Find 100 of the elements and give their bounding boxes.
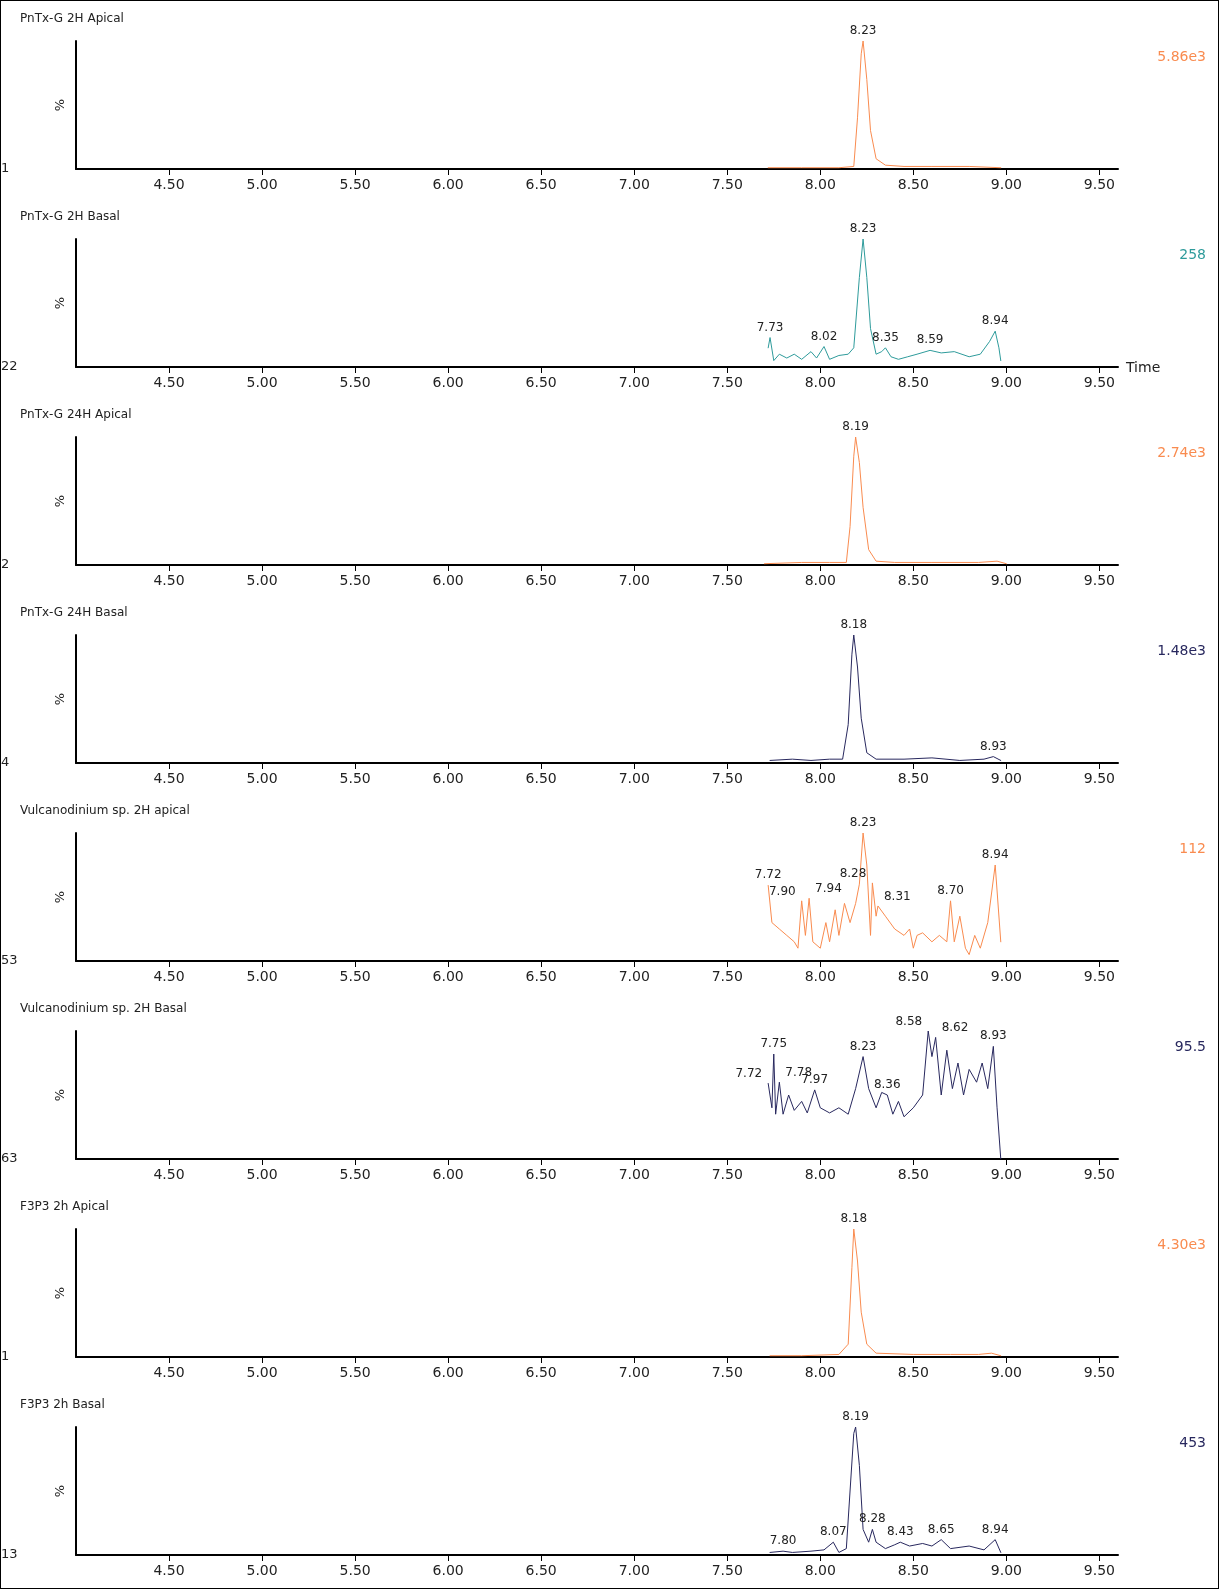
x-tick-label: 9.00 — [990, 1364, 1022, 1380]
x-tick-label: 5.50 — [339, 374, 371, 390]
x-tick-label: 9.00 — [990, 1562, 1022, 1578]
annotation: 8.18 — [840, 617, 868, 631]
x-tick-label: 4.50 — [153, 1364, 185, 1380]
annotation: 8.93 — [979, 738, 1007, 753]
x-tick-label: 5.50 — [339, 176, 371, 192]
x-tick-label: 9.00 — [990, 572, 1022, 588]
x-tick-label: 7.50 — [711, 968, 743, 984]
annotation: 7.94 — [815, 881, 842, 896]
x-tick-label: 7.00 — [618, 374, 650, 390]
text: 22 — [1, 358, 18, 373]
x-tick-label: 4.50 — [153, 374, 185, 390]
x-tick-label: 5.00 — [246, 1562, 278, 1578]
annotation: 8.62 — [941, 1020, 969, 1035]
x-tick-label: 6.50 — [525, 374, 557, 390]
x-tick-label: 4.50 — [153, 572, 185, 588]
x-tick-label: 8.00 — [804, 374, 836, 390]
chart-title: PnTx-G 24H Apical — [20, 407, 132, 421]
annotation: 8.35 — [872, 329, 899, 344]
annotation: 7.90 — [768, 883, 796, 898]
annotation: 8.65 — [927, 1521, 955, 1536]
x-tick-label: 5.00 — [246, 1364, 278, 1380]
x-tick-label: 7.00 — [618, 176, 650, 192]
annotation: 8.59 — [916, 332, 944, 347]
x-tick-label: 6.00 — [432, 1562, 464, 1578]
x-tick-label: 6.00 — [432, 1364, 464, 1380]
x-tick-label: 5.50 — [339, 770, 371, 786]
x-tick-label: 9.00 — [990, 374, 1022, 390]
x-tick-label: 5.00 — [246, 1166, 278, 1182]
x-tick-label: 9.50 — [1083, 1166, 1115, 1182]
y-axis-title: % — [52, 890, 67, 904]
x-tick-label: 7.50 — [711, 572, 743, 588]
x-tick-label: 7.00 — [618, 1562, 650, 1578]
annotation: 7.73 — [756, 319, 784, 334]
text: 258 — [1179, 246, 1207, 262]
x-tick-label: 5.00 — [246, 176, 278, 192]
x-tick-label: 6.50 — [525, 1166, 557, 1182]
x-tick-label: 9.50 — [1083, 572, 1115, 588]
annotation: 8.02 — [810, 328, 838, 343]
x-tick-label: 6.00 — [432, 572, 464, 588]
x-tick-label: 7.00 — [618, 1364, 650, 1380]
annotation: 8.18 — [840, 1211, 868, 1225]
x-axis-title: Time — [1125, 359, 1161, 375]
annotation: 8.23 — [849, 1038, 877, 1053]
y-axis-title: % — [52, 1484, 67, 1498]
x-tick-label: 8.50 — [897, 968, 929, 984]
x-tick-label: 6.50 — [525, 176, 557, 192]
x-tick-label: 9.50 — [1083, 1364, 1115, 1380]
annotation: 8.07 — [819, 1524, 847, 1539]
x-tick-label: 6.50 — [525, 572, 557, 588]
annotation: 7.80 — [769, 1533, 797, 1548]
x-tick-label: 8.50 — [897, 1364, 929, 1380]
chart-title: F3P3 2h Basal — [20, 1397, 105, 1411]
x-tick-label: 8.00 — [804, 1166, 836, 1182]
annotation: 8.23 — [849, 23, 877, 37]
annotation: 8.19 — [842, 419, 869, 433]
text: 53 — [1, 952, 18, 967]
text: 4.30e3 — [1157, 1236, 1207, 1252]
x-tick-label: 6.00 — [432, 1166, 464, 1182]
annotation: 8.94 — [981, 313, 1009, 328]
x-tick-label: 8.50 — [897, 176, 929, 192]
annotation: 7.72 — [754, 867, 782, 882]
x-tick-label: 6.00 — [432, 176, 464, 192]
annotation: 7.72 — [735, 1066, 763, 1081]
x-tick-label: 9.00 — [990, 770, 1022, 786]
x-tick-label: 6.50 — [525, 1562, 557, 1578]
x-tick-label: 9.00 — [990, 968, 1022, 984]
x-tick-label: 9.00 — [990, 1166, 1022, 1182]
x-tick-label: 8.00 — [804, 572, 836, 588]
annotation: 8.58 — [895, 1014, 923, 1028]
annotation: 8.94 — [981, 1521, 1009, 1536]
x-tick-label: 6.50 — [525, 1364, 557, 1380]
x-tick-label: 9.50 — [1083, 176, 1115, 192]
text: 63 — [1, 1150, 18, 1165]
x-tick-label: 7.00 — [618, 968, 650, 984]
annotation: 8.31 — [883, 888, 911, 903]
x-tick-label: 9.00 — [990, 176, 1022, 192]
x-tick-label: 8.50 — [897, 1562, 929, 1578]
x-tick-label: 8.50 — [897, 572, 929, 588]
x-tick-label: 9.50 — [1083, 968, 1115, 984]
y-axis-title: % — [52, 1286, 67, 1300]
annotation: 7.75 — [760, 1036, 788, 1051]
x-tick-label: 6.50 — [525, 968, 557, 984]
text: 5.86e3 — [1157, 48, 1207, 64]
text: 1 — [1, 160, 10, 175]
x-tick-label: 5.50 — [339, 572, 371, 588]
x-tick-label: 6.00 — [432, 374, 464, 390]
x-tick-label: 9.50 — [1083, 374, 1115, 390]
x-tick-label: 8.50 — [897, 1166, 929, 1182]
text: 453 — [1179, 1434, 1207, 1450]
x-tick-label: 8.00 — [804, 1562, 836, 1578]
y-axis-title: % — [52, 98, 67, 112]
x-tick-label: 4.50 — [153, 968, 185, 984]
x-tick-label: 5.00 — [246, 968, 278, 984]
annotation: 8.36 — [873, 1077, 901, 1091]
x-tick-label: 6.50 — [525, 770, 557, 786]
x-tick-label: 8.00 — [804, 1364, 836, 1380]
y-axis-title: % — [52, 494, 67, 508]
chart-title: Vulcanodinium sp. 2H Basal — [20, 1001, 187, 1015]
